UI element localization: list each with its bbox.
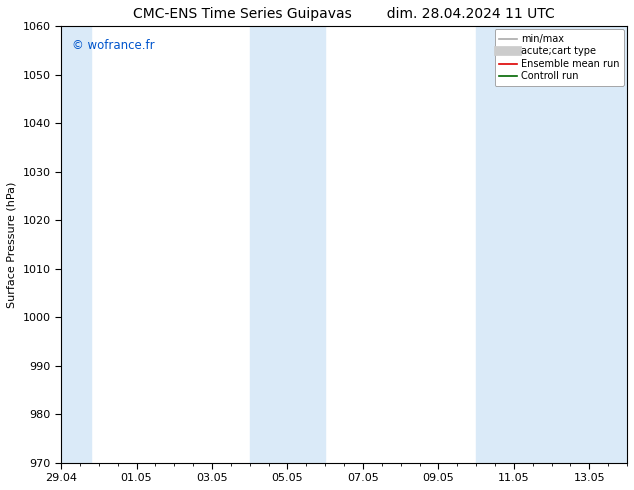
Title: CMC-ENS Time Series Guipavas        dim. 28.04.2024 11 UTC: CMC-ENS Time Series Guipavas dim. 28.04.…	[133, 7, 555, 21]
Bar	[250, 26, 325, 463]
Y-axis label: Surface Pressure (hPa): Surface Pressure (hPa)	[7, 181, 17, 308]
Legend: min/max, acute;cart type, Ensemble mean run, Controll run: min/max, acute;cart type, Ensemble mean …	[495, 29, 624, 86]
Bar	[57, 26, 91, 463]
Bar	[476, 26, 631, 463]
Text: © wofrance.fr: © wofrance.fr	[72, 39, 155, 52]
